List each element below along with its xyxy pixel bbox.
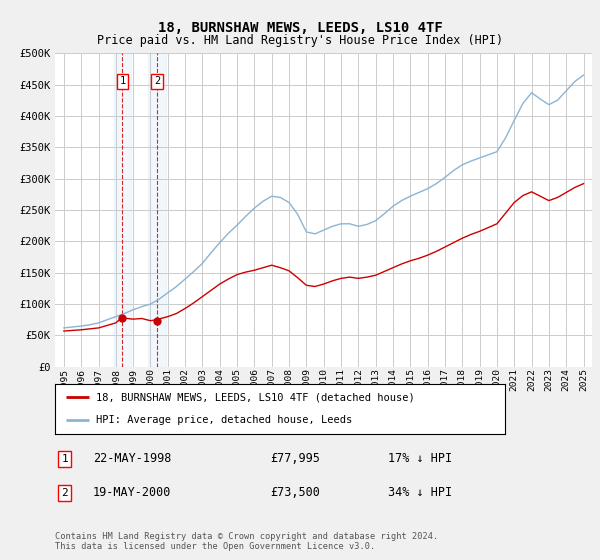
Text: £77,995: £77,995	[270, 452, 320, 465]
Text: 18, BURNSHAW MEWS, LEEDS, LS10 4TF (detached house): 18, BURNSHAW MEWS, LEEDS, LS10 4TF (deta…	[96, 392, 415, 402]
Text: 19-MAY-2000: 19-MAY-2000	[93, 486, 171, 500]
Text: £73,500: £73,500	[270, 486, 320, 500]
Text: 17% ↓ HPI: 17% ↓ HPI	[388, 452, 452, 465]
Text: 34% ↓ HPI: 34% ↓ HPI	[388, 486, 452, 500]
Bar	[148, 53, 166, 367]
Bar	[114, 53, 131, 367]
Text: 2: 2	[61, 488, 68, 498]
Text: 1: 1	[119, 76, 125, 86]
Text: 22-MAY-1998: 22-MAY-1998	[93, 452, 171, 465]
Text: HPI: Average price, detached house, Leeds: HPI: Average price, detached house, Leed…	[96, 416, 352, 426]
Text: Contains HM Land Registry data © Crown copyright and database right 2024.
This d: Contains HM Land Registry data © Crown c…	[55, 532, 439, 552]
Text: 1: 1	[61, 454, 68, 464]
Text: 2: 2	[154, 76, 160, 86]
Text: Price paid vs. HM Land Registry's House Price Index (HPI): Price paid vs. HM Land Registry's House …	[97, 34, 503, 46]
Text: 18, BURNSHAW MEWS, LEEDS, LS10 4TF: 18, BURNSHAW MEWS, LEEDS, LS10 4TF	[158, 21, 442, 35]
